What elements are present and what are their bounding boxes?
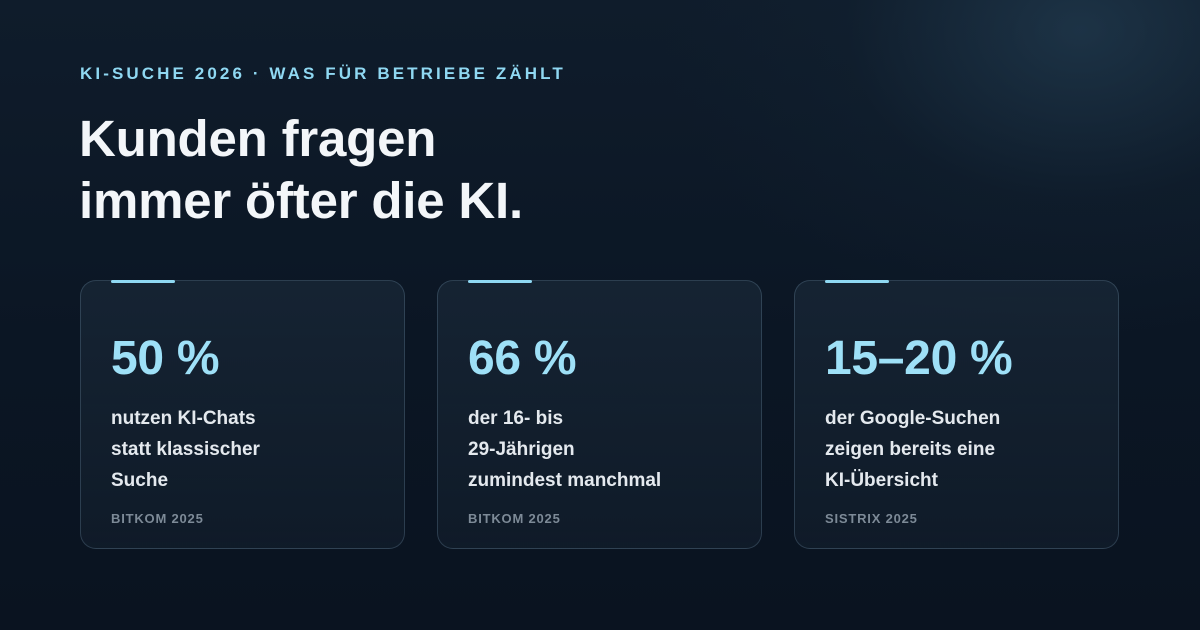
stat-value: 15–20 %	[825, 332, 1013, 385]
stat-source: SISTRIX 2025	[825, 511, 918, 526]
accent-bar	[825, 280, 889, 283]
stat-source: BITKOM 2025	[468, 511, 561, 526]
stat-description-line: zeigen bereits eine	[825, 439, 996, 460]
stat-description-line: 29-Jährigen	[468, 439, 575, 460]
headline-line-2: immer öfter die KI.	[79, 172, 523, 229]
stat-description: nutzen KI-Chats statt klassischer Suche	[111, 403, 396, 496]
accent-bar	[111, 280, 175, 283]
stat-description: der 16- bis 29-Jährigen zumindest manchm…	[468, 403, 753, 496]
stat-description-line: KI-Übersicht	[825, 470, 938, 491]
stat-value: 50 %	[111, 332, 220, 385]
stat-cards: 50 % nutzen KI-Chats statt klassischer S…	[80, 280, 1121, 550]
page-title: Kunden fragen immer öfter die KI.	[79, 108, 523, 232]
stat-card-young-users: 66 % der 16- bis 29-Jährigen zumindest m…	[437, 280, 762, 549]
stat-description-line: nutzen KI-Chats	[111, 408, 256, 429]
stat-card-ki-chats: 50 % nutzen KI-Chats statt klassischer S…	[80, 280, 405, 549]
stat-description-line: zumindest manchmal	[468, 470, 662, 491]
stat-description-line: der 16- bis	[468, 408, 564, 429]
headline-line-1: Kunden fragen	[79, 110, 437, 167]
stat-description-line: der Google-Suchen	[825, 408, 1001, 429]
stat-description: der Google-Suchen zeigen bereits eine KI…	[825, 403, 1110, 496]
accent-bar	[468, 280, 532, 283]
stat-card-google-overview: 15–20 % der Google-Suchen zeigen bereits…	[794, 280, 1119, 549]
stat-source: BITKOM 2025	[111, 511, 204, 526]
stat-description-line: statt klassischer	[111, 439, 260, 460]
eyebrow-label: KI-SUCHE 2026 · WAS FÜR BETRIEBE ZÄHLT	[80, 64, 566, 83]
stat-description-line: Suche	[111, 470, 169, 491]
stat-value: 66 %	[468, 332, 577, 385]
